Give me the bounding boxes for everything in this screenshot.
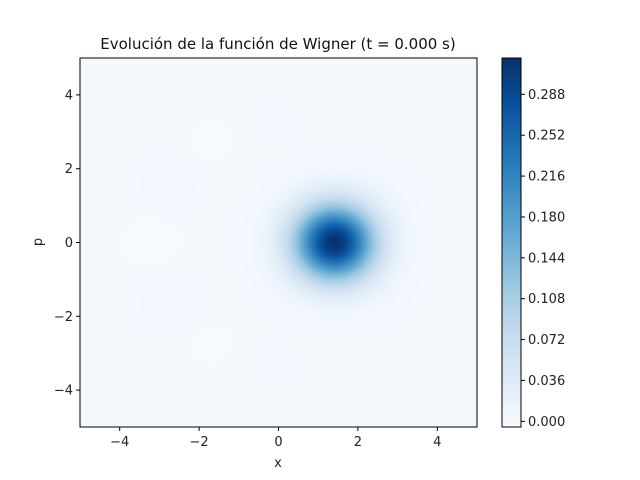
colorbar-tick-label: 0.216 — [528, 170, 565, 185]
colorbar-tick-label: 0.144 — [528, 251, 565, 266]
x-tick-label: −4 — [110, 435, 129, 450]
colorbar-tick-label: 0.072 — [528, 333, 565, 348]
y-axis-ticks: −4 −2 0 2 4 — [54, 88, 80, 399]
x-axis-ticks: −4 −2 0 2 4 — [110, 427, 441, 450]
x-tick-label: 2 — [354, 435, 362, 450]
y-tick-label: −4 — [54, 384, 73, 399]
y-tick-label: 4 — [65, 88, 73, 103]
wigner-heatmap — [80, 58, 477, 427]
y-axis-label: p — [31, 238, 46, 246]
chart-title: Evolución de la función de Wigner (t = 0… — [100, 35, 455, 53]
colorbar-tick-label: 0.252 — [528, 129, 565, 144]
colorbar-tick-label: 0.108 — [528, 292, 565, 307]
colorbar — [501, 57, 522, 428]
colorbar-ticks: 0.000 0.036 0.072 0.108 0.144 0.180 0.216 0.252… — [521, 88, 565, 430]
x-tick-label: 0 — [274, 435, 282, 450]
colorbar-tick-label: 0.000 — [528, 415, 565, 430]
y-tick-label: 0 — [65, 236, 73, 251]
x-axis-label: x — [274, 456, 282, 471]
y-tick-label: −2 — [54, 310, 73, 325]
colorbar-tick-label: 0.180 — [528, 210, 565, 225]
y-tick-label: 2 — [65, 162, 73, 177]
x-tick-label: −2 — [190, 435, 209, 450]
colorbar-tick-label: 0.288 — [528, 88, 565, 103]
colorbar-tick-label: 0.036 — [528, 374, 565, 389]
x-tick-label: 4 — [433, 435, 441, 450]
